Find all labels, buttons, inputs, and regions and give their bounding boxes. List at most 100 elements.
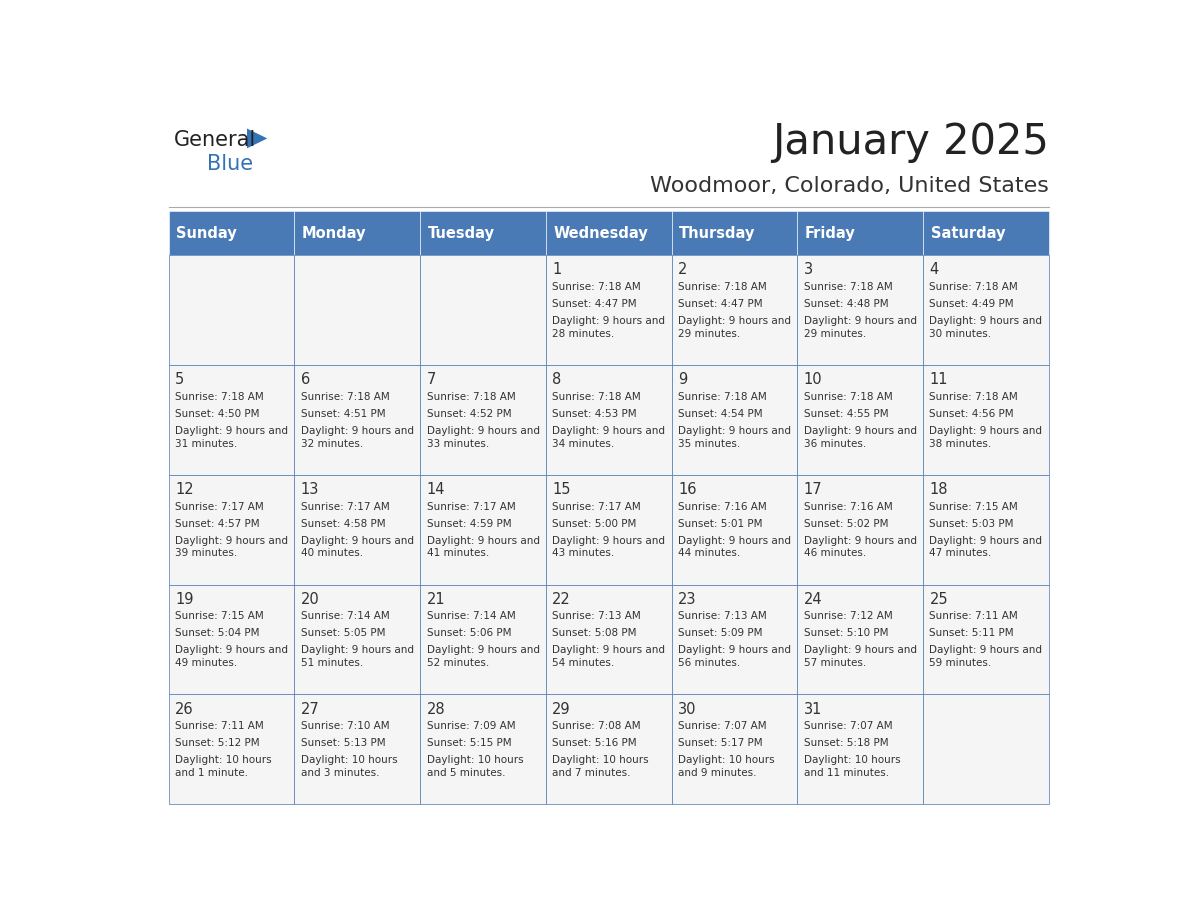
Text: Sunset: 5:12 PM: Sunset: 5:12 PM xyxy=(175,738,260,748)
Text: Sunset: 5:02 PM: Sunset: 5:02 PM xyxy=(804,519,889,529)
Text: Daylight: 10 hours
and 5 minutes.: Daylight: 10 hours and 5 minutes. xyxy=(426,756,523,778)
Text: Sunrise: 7:15 AM: Sunrise: 7:15 AM xyxy=(175,611,264,621)
Text: Sunrise: 7:13 AM: Sunrise: 7:13 AM xyxy=(678,611,766,621)
Bar xyxy=(923,694,1049,804)
Bar xyxy=(546,694,671,804)
Text: Sunrise: 7:17 AM: Sunrise: 7:17 AM xyxy=(426,501,516,511)
Text: Saturday: Saturday xyxy=(930,226,1005,241)
Text: Daylight: 9 hours and
31 minutes.: Daylight: 9 hours and 31 minutes. xyxy=(175,426,287,449)
Text: Sunset: 4:55 PM: Sunset: 4:55 PM xyxy=(804,409,889,419)
Text: Tuesday: Tuesday xyxy=(428,226,494,241)
Bar xyxy=(169,585,295,694)
Bar xyxy=(671,365,797,475)
Text: Daylight: 9 hours and
41 minutes.: Daylight: 9 hours and 41 minutes. xyxy=(426,535,539,558)
Bar xyxy=(671,255,797,365)
Text: 30: 30 xyxy=(678,701,696,717)
Text: Daylight: 9 hours and
44 minutes.: Daylight: 9 hours and 44 minutes. xyxy=(678,535,791,558)
Bar xyxy=(546,211,671,255)
Bar xyxy=(169,475,295,585)
Text: Sunset: 5:03 PM: Sunset: 5:03 PM xyxy=(929,519,1015,529)
Text: Sunset: 5:09 PM: Sunset: 5:09 PM xyxy=(678,629,763,638)
Text: Sunset: 4:56 PM: Sunset: 4:56 PM xyxy=(929,409,1015,419)
Text: Sunrise: 7:14 AM: Sunrise: 7:14 AM xyxy=(426,611,516,621)
Text: Sunset: 4:49 PM: Sunset: 4:49 PM xyxy=(929,299,1015,308)
Bar xyxy=(923,211,1049,255)
Text: Sunrise: 7:18 AM: Sunrise: 7:18 AM xyxy=(804,282,892,292)
Bar xyxy=(421,255,546,365)
Text: Sunrise: 7:18 AM: Sunrise: 7:18 AM xyxy=(552,282,642,292)
Text: Friday: Friday xyxy=(805,226,855,241)
Text: Sunrise: 7:18 AM: Sunrise: 7:18 AM xyxy=(426,392,516,402)
Text: Daylight: 9 hours and
57 minutes.: Daylight: 9 hours and 57 minutes. xyxy=(804,645,917,668)
Text: Thursday: Thursday xyxy=(680,226,756,241)
Bar xyxy=(546,475,671,585)
Text: Sunrise: 7:18 AM: Sunrise: 7:18 AM xyxy=(804,392,892,402)
Text: Sunrise: 7:18 AM: Sunrise: 7:18 AM xyxy=(301,392,390,402)
Text: Sunrise: 7:12 AM: Sunrise: 7:12 AM xyxy=(804,611,892,621)
Text: 1: 1 xyxy=(552,263,562,277)
Text: Sunset: 4:51 PM: Sunset: 4:51 PM xyxy=(301,409,385,419)
Text: Woodmoor, Colorado, United States: Woodmoor, Colorado, United States xyxy=(650,175,1049,196)
Text: Sunrise: 7:08 AM: Sunrise: 7:08 AM xyxy=(552,722,640,732)
Text: 22: 22 xyxy=(552,592,571,607)
Text: Sunset: 5:17 PM: Sunset: 5:17 PM xyxy=(678,738,763,748)
Text: Daylight: 10 hours
and 9 minutes.: Daylight: 10 hours and 9 minutes. xyxy=(678,756,775,778)
Bar xyxy=(169,365,295,475)
Text: Sunrise: 7:17 AM: Sunrise: 7:17 AM xyxy=(175,501,264,511)
Text: Sunrise: 7:18 AM: Sunrise: 7:18 AM xyxy=(678,392,766,402)
Text: Sunrise: 7:11 AM: Sunrise: 7:11 AM xyxy=(175,722,264,732)
Text: Sunset: 5:08 PM: Sunset: 5:08 PM xyxy=(552,629,637,638)
Text: Sunset: 4:50 PM: Sunset: 4:50 PM xyxy=(175,409,259,419)
Bar xyxy=(421,475,546,585)
Text: 23: 23 xyxy=(678,592,696,607)
Bar xyxy=(169,211,295,255)
Text: 4: 4 xyxy=(929,263,939,277)
Text: Sunset: 4:58 PM: Sunset: 4:58 PM xyxy=(301,519,385,529)
Text: 19: 19 xyxy=(175,592,194,607)
Text: 5: 5 xyxy=(175,372,184,387)
Bar xyxy=(295,365,421,475)
Text: Sunrise: 7:16 AM: Sunrise: 7:16 AM xyxy=(678,501,766,511)
Text: 31: 31 xyxy=(804,701,822,717)
Text: Sunset: 4:47 PM: Sunset: 4:47 PM xyxy=(552,299,637,308)
Text: Sunset: 4:59 PM: Sunset: 4:59 PM xyxy=(426,519,511,529)
Text: Sunset: 5:01 PM: Sunset: 5:01 PM xyxy=(678,519,763,529)
Text: Daylight: 9 hours and
30 minutes.: Daylight: 9 hours and 30 minutes. xyxy=(929,316,1043,339)
Text: Daylight: 10 hours
and 3 minutes.: Daylight: 10 hours and 3 minutes. xyxy=(301,756,398,778)
Text: Sunrise: 7:15 AM: Sunrise: 7:15 AM xyxy=(929,501,1018,511)
Bar xyxy=(421,585,546,694)
Bar xyxy=(671,694,797,804)
Text: Daylight: 9 hours and
29 minutes.: Daylight: 9 hours and 29 minutes. xyxy=(804,316,917,339)
Text: Daylight: 9 hours and
43 minutes.: Daylight: 9 hours and 43 minutes. xyxy=(552,535,665,558)
Text: Sunrise: 7:14 AM: Sunrise: 7:14 AM xyxy=(301,611,390,621)
Text: Sunrise: 7:18 AM: Sunrise: 7:18 AM xyxy=(929,392,1018,402)
Bar xyxy=(169,694,295,804)
Bar xyxy=(295,255,421,365)
Text: Daylight: 9 hours and
33 minutes.: Daylight: 9 hours and 33 minutes. xyxy=(426,426,539,449)
Bar xyxy=(421,211,546,255)
Text: Sunset: 5:06 PM: Sunset: 5:06 PM xyxy=(426,629,511,638)
Text: Sunset: 5:11 PM: Sunset: 5:11 PM xyxy=(929,629,1015,638)
Bar xyxy=(797,255,923,365)
Text: 14: 14 xyxy=(426,482,446,497)
Text: Sunday: Sunday xyxy=(176,226,238,241)
Text: Sunset: 4:52 PM: Sunset: 4:52 PM xyxy=(426,409,511,419)
Text: 21: 21 xyxy=(426,592,446,607)
Text: Sunrise: 7:18 AM: Sunrise: 7:18 AM xyxy=(552,392,642,402)
Text: Daylight: 10 hours
and 11 minutes.: Daylight: 10 hours and 11 minutes. xyxy=(804,756,901,778)
Polygon shape xyxy=(247,129,267,149)
Text: Sunset: 4:47 PM: Sunset: 4:47 PM xyxy=(678,299,763,308)
Bar xyxy=(421,365,546,475)
Bar xyxy=(295,211,421,255)
Text: Daylight: 9 hours and
38 minutes.: Daylight: 9 hours and 38 minutes. xyxy=(929,426,1043,449)
Text: 17: 17 xyxy=(804,482,822,497)
Text: Sunrise: 7:18 AM: Sunrise: 7:18 AM xyxy=(678,282,766,292)
Text: Sunrise: 7:16 AM: Sunrise: 7:16 AM xyxy=(804,501,892,511)
Text: 10: 10 xyxy=(804,372,822,387)
Bar xyxy=(923,585,1049,694)
Bar xyxy=(546,585,671,694)
Text: Sunset: 5:04 PM: Sunset: 5:04 PM xyxy=(175,629,259,638)
Text: January 2025: January 2025 xyxy=(772,121,1049,163)
Text: Monday: Monday xyxy=(302,226,367,241)
Text: Daylight: 9 hours and
47 minutes.: Daylight: 9 hours and 47 minutes. xyxy=(929,535,1043,558)
